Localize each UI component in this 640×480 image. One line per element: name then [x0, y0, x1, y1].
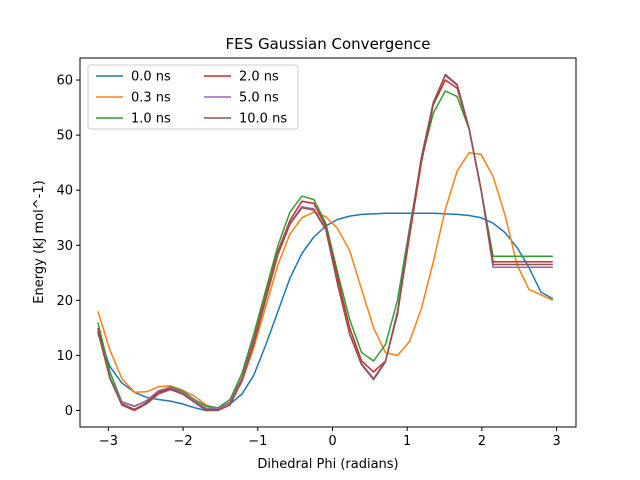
x-axis-label: Dihedral Phi (radians) — [257, 457, 398, 472]
y-axis-label: Energy (kJ mol^-1) — [32, 180, 47, 303]
legend-frame — [87, 64, 299, 130]
y-tick-label-5: 50 — [56, 129, 73, 144]
legend-label-5: 10.0 ns — [239, 112, 287, 127]
y-tick-label-2: 20 — [56, 294, 73, 309]
legend-label-1: 0.3 ns — [131, 91, 171, 106]
x-tick-label-0: −3 — [99, 434, 118, 449]
x-tick-label-5: 2 — [478, 434, 486, 449]
legend-label-0: 0.0 ns — [131, 70, 171, 85]
series-line-1 — [97, 151, 554, 410]
series-line-5 — [97, 73, 553, 412]
x-tick-label-6: 3 — [552, 434, 560, 449]
series-layer — [97, 73, 554, 412]
x-tick-label-3: 0 — [328, 434, 336, 449]
y-tick-label-0: 0 — [65, 404, 73, 419]
legend-label-3: 2.0 ns — [239, 70, 279, 85]
x-tick-label-4: 1 — [403, 434, 411, 449]
legend-label-2: 1.0 ns — [131, 112, 171, 127]
y-tick-label-1: 10 — [56, 349, 73, 364]
legend: 0.0 ns 0.3 ns 1.0 ns 2.0 ns 5.0 ns 10.0 ns — [87, 64, 299, 130]
x-tick-label-2: −1 — [248, 434, 267, 449]
plot-frame — [79, 57, 577, 428]
chart-title: FES Gaussian Convergence — [226, 35, 431, 53]
legend-label-4: 5.0 ns — [239, 91, 279, 106]
y-tick-label-6: 60 — [56, 74, 73, 89]
y-tick-label-4: 40 — [56, 184, 73, 199]
y-tick-label-3: 30 — [56, 239, 73, 254]
x-tick-label-1: −2 — [173, 434, 192, 449]
